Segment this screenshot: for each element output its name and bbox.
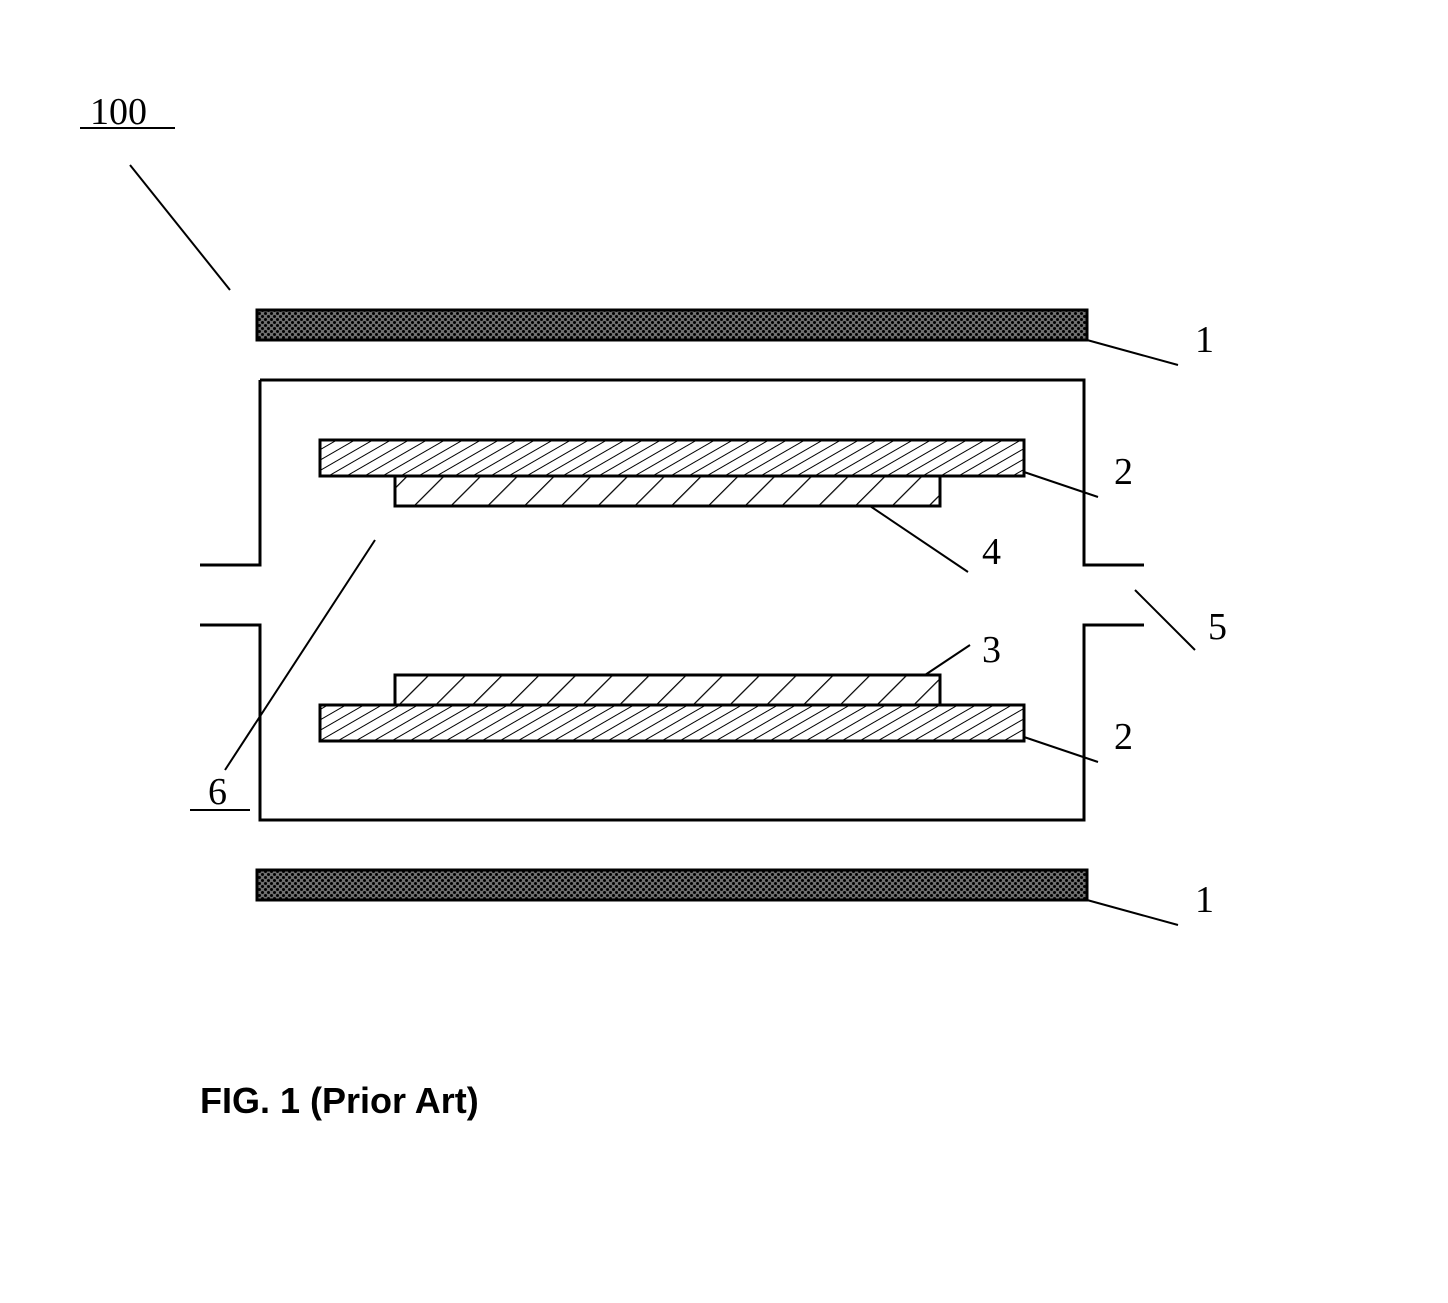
label-2-top: 2 xyxy=(1114,450,1133,494)
label-1-bottom: 1 xyxy=(1195,878,1214,922)
label-3: 3 xyxy=(982,628,1001,672)
label-4: 4 xyxy=(982,530,1001,574)
label-6: 6 xyxy=(208,770,227,814)
figure-caption: FIG. 1 (Prior Art) xyxy=(200,1080,479,1122)
label-2-bottom: 2 xyxy=(1114,715,1133,759)
label-5: 5 xyxy=(1208,605,1227,649)
label-1-top: 1 xyxy=(1195,318,1214,362)
label-100: 100 xyxy=(90,90,147,134)
